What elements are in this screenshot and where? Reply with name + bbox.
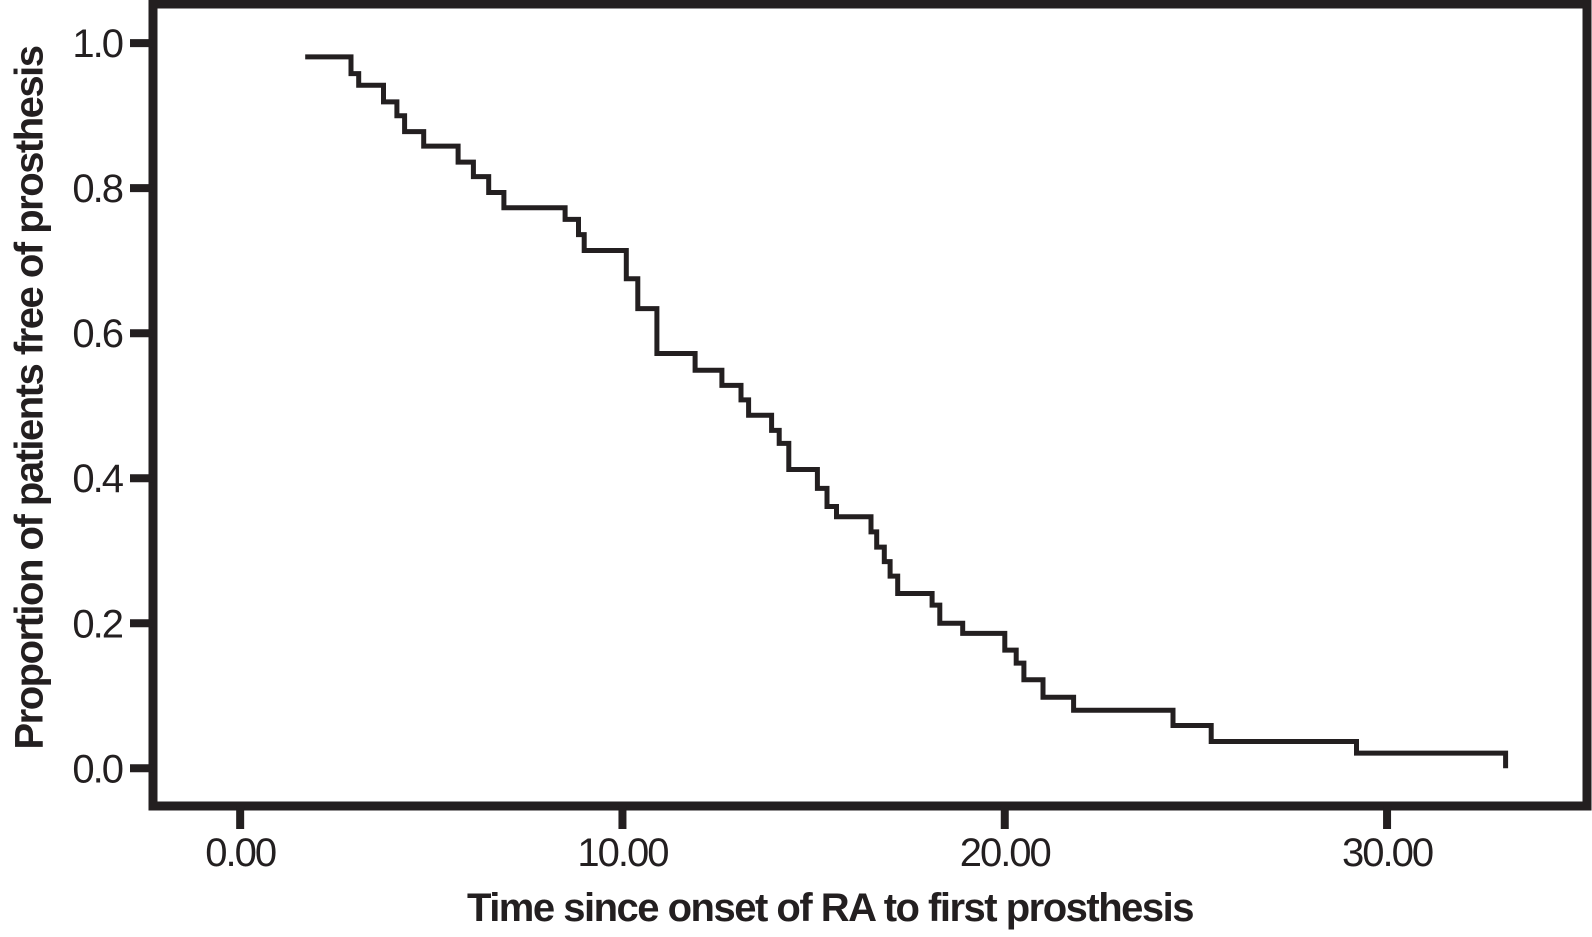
survival-curve (305, 54, 1509, 769)
y-tick-label: 0.6 (72, 312, 122, 356)
x-tick-label: 20.00 (960, 831, 1051, 875)
plot-frame (148, 0, 1592, 811)
x-tick-label: 0.00 (205, 831, 276, 875)
x-tick-label: 30.00 (1342, 831, 1433, 875)
y-tick-label: 1.0 (72, 22, 122, 66)
y-tick-label: 0.4 (72, 457, 123, 501)
y-tick-label: 0.8 (72, 167, 122, 211)
x-tick-label: 10.00 (577, 831, 668, 875)
x-axis-title: Time since onset of RA to first prosthes… (466, 886, 1195, 930)
y-tick-label: 0.0 (72, 747, 122, 791)
y-tick-label: 0.2 (72, 602, 122, 646)
